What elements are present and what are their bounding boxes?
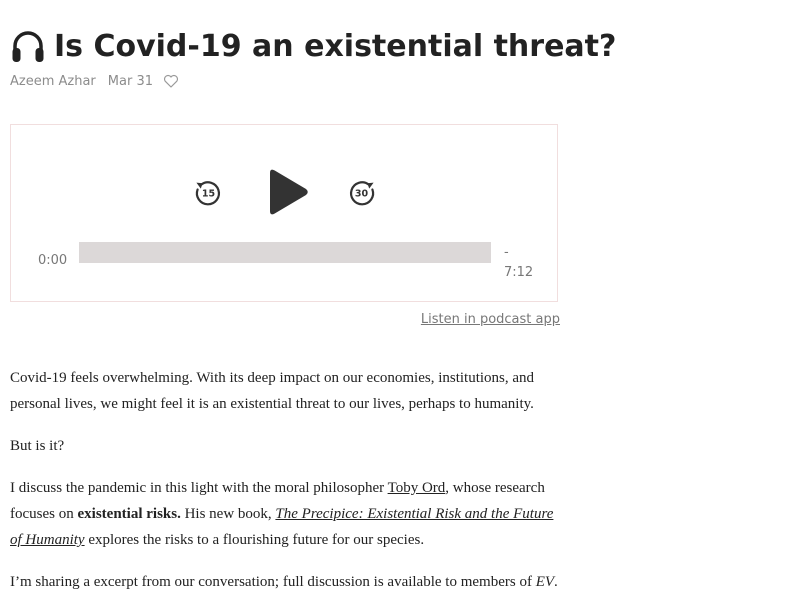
skip-back-label: 15 [202,189,215,200]
paragraph-excerpt: I’m sharing a excerpt from our conversat… [10,569,558,595]
post-title: Is Covid-19 an existential threat? [10,27,616,67]
existential-risks-bold: existential risks. [77,506,181,522]
article-body: Covid-19 feels overwhelming. With its de… [10,365,558,611]
toby-ord-link[interactable]: Toby Ord [387,480,446,496]
listen-in-podcast-app-link[interactable]: Listen in podcast app [420,312,560,327]
post-title-text: Is Covid-19 an existential threat? [54,29,617,64]
audio-player: 15 30 0:00 - 7:12 [10,124,558,302]
progress-bar[interactable] [79,242,491,263]
rewind-15-icon[interactable]: 15 [193,177,223,207]
play-icon[interactable] [266,167,310,217]
paragraph-intro: Covid-19 feels overwhelming. With its de… [10,370,535,412]
post-date: Mar 31 [107,73,153,89]
skip-forward-label: 30 [355,189,369,200]
forward-30-icon[interactable]: 30 [347,177,377,207]
guest-research-text: , whose research focuses on [10,480,545,522]
time-elapsed: 0:00 [38,253,68,268]
paragraph-question: But is it? [10,438,65,454]
book-title-link[interactable]: The Precipice: Existential Risk and the … [10,506,554,548]
time-remaining-value: 7:12 [504,265,534,280]
excerpt-text: I’m sharing a excerpt from our conversat… [10,574,536,590]
time-remaining-sign: - [504,245,509,260]
ev-name: EV [535,574,555,590]
paragraph-guest: I discuss the pandemic in this light wit… [10,475,558,553]
time-remaining: - 7:12 [504,243,544,283]
headphones-icon [12,31,44,62]
new-book-text: His new book, [180,506,276,522]
book-summary-text: explores the risks to a flourishing futu… [84,532,425,548]
heart-icon[interactable] [163,73,179,89]
guest-intro-text: I discuss the pandemic in this light wit… [10,480,388,496]
post-meta: Azeem Azhar Mar 31 [10,72,179,90]
author-name[interactable]: Azeem Azhar [10,73,96,89]
excerpt-end: . [554,574,558,590]
